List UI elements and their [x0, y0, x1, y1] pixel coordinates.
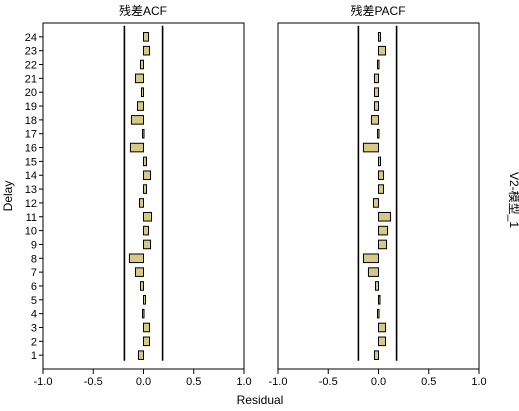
y-tick-label: 13 [25, 184, 37, 196]
panel-title-acf: 残差ACF [119, 4, 167, 18]
bar [141, 128, 145, 139]
y-tick-label: 23 [25, 46, 37, 58]
panel-title-pacf: 残差PACF [350, 4, 405, 18]
y-tick-label: 14 [25, 170, 37, 182]
y-tick-label: 1 [31, 350, 37, 362]
bar [143, 45, 151, 56]
bar [143, 239, 152, 250]
x-tick-label: -1.0 [269, 376, 288, 388]
y-tick-label: 9 [31, 239, 37, 251]
bar [143, 211, 153, 222]
bar [140, 87, 145, 97]
bar [138, 198, 144, 208]
bar [136, 101, 145, 111]
bar [134, 267, 145, 277]
x-tick-label: -1.0 [34, 376, 53, 388]
x-tick-label: -0.5 [319, 376, 338, 388]
x-tick-label: 0.5 [421, 376, 436, 388]
y-tick-label: 22 [25, 60, 37, 72]
y-tick-label: 21 [25, 73, 37, 85]
x-tick-label: -0.5 [84, 376, 103, 388]
x-tick-label: 0.0 [371, 376, 386, 388]
y-tick-label: 19 [25, 101, 37, 113]
bar [372, 198, 380, 208]
bar [143, 295, 147, 305]
bar [141, 308, 145, 319]
bar [378, 156, 382, 167]
bar [134, 73, 145, 84]
bar [378, 211, 392, 222]
y-tick-label: 3 [31, 322, 37, 334]
y-tick-label: 7 [31, 267, 37, 279]
bar [378, 45, 387, 56]
y-tick-label: 5 [31, 295, 37, 307]
bar [143, 322, 151, 333]
chart-marks: -1.0 -0.5 0.0 0.5 1.012345678910111213141516… [25, 22, 487, 388]
bar [370, 115, 379, 125]
y-tick-label: 16 [25, 143, 37, 155]
bar [143, 225, 150, 236]
y-tick-label: 8 [31, 253, 37, 265]
bar [362, 142, 379, 153]
panel-pacf: 残差PACF [350, 4, 405, 18]
bar [143, 170, 152, 181]
y-tick-label: 6 [31, 281, 37, 293]
x-axis-title: Residual [237, 393, 284, 407]
bar [378, 225, 389, 236]
bar [139, 59, 145, 70]
bar [376, 59, 380, 70]
y-tick-label: 20 [25, 87, 37, 99]
bar [378, 336, 387, 347]
bar [143, 156, 148, 167]
bar [378, 32, 382, 42]
row-label: V2-模型_1 [507, 172, 519, 228]
bar [128, 253, 144, 264]
bar [374, 281, 379, 291]
bar [373, 87, 380, 97]
y-tick-label: 10 [25, 226, 37, 238]
y-tick-label: 17 [25, 129, 37, 141]
bar [143, 184, 148, 194]
bar [367, 267, 380, 277]
bar [378, 170, 385, 181]
bar [362, 253, 379, 264]
y-tick-label: 2 [31, 336, 37, 348]
y-tick-label: 4 [31, 309, 37, 321]
bar [376, 128, 380, 139]
x-tick-label: 1.0 [471, 376, 486, 388]
y-tick-label: 11 [26, 212, 37, 224]
bar [143, 336, 151, 347]
y-tick-label: 24 [25, 32, 37, 44]
bar [137, 350, 145, 360]
x-tick-label: 1.0 [236, 376, 251, 388]
bar [129, 142, 144, 153]
bar [373, 73, 380, 84]
bar [378, 184, 385, 194]
bar [376, 308, 380, 319]
bar [373, 101, 380, 111]
bar [139, 281, 145, 291]
y-tick-label: 18 [25, 115, 37, 127]
bar [373, 350, 380, 360]
bar [143, 32, 150, 42]
bar [378, 295, 381, 305]
panel-acf: 残差ACF [119, 4, 167, 18]
bar [378, 322, 387, 333]
x-tick-label: 0.5 [186, 376, 201, 388]
y-tick-label: 15 [25, 156, 37, 168]
y-tick-label: 12 [25, 198, 37, 210]
bar [378, 239, 388, 250]
y-axis-title: Delay [1, 181, 15, 212]
x-tick-label: 0.0 [136, 376, 151, 388]
bar [130, 115, 145, 125]
